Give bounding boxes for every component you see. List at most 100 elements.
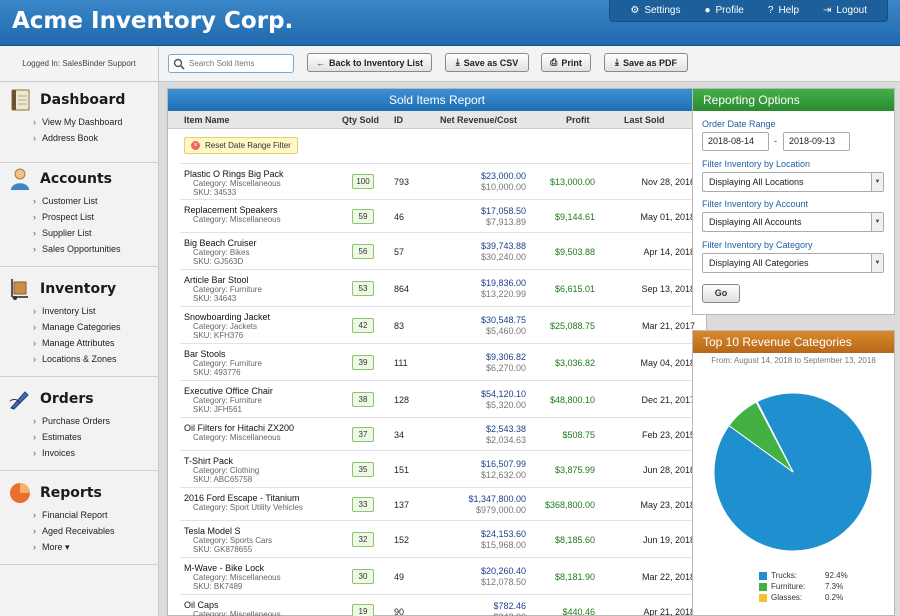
- item-id: 151: [394, 465, 410, 475]
- item-name[interactable]: Plastic O Rings Big Pack: [184, 169, 284, 179]
- help-link[interactable]: ? Help: [756, 5, 811, 16]
- sidebar-item-more[interactable]: › More ▾: [33, 539, 159, 555]
- net-cost: $2,034.63: [485, 435, 526, 445]
- table-row[interactable]: Plastic O Rings Big Pack Category: Miscel…: [180, 163, 697, 199]
- sidebar-item-manage-categories[interactable]: › Manage Categories: [33, 319, 159, 335]
- sidebar-item-inventory-list[interactable]: › Inventory List: [33, 303, 159, 319]
- sidebar-item-view-dashboard[interactable]: › View My Dashboard: [33, 114, 159, 130]
- item-sku: SKU: 34643: [193, 294, 237, 303]
- table-row[interactable]: Executive Office Chair Category: Furnitur…: [180, 380, 697, 417]
- printer-icon: ⎙: [550, 57, 558, 67]
- item-name[interactable]: Oil Caps: [184, 600, 219, 610]
- sidebar-header-reports[interactable]: Reports: [0, 479, 159, 507]
- sidebar-item-manage-attributes[interactable]: › Manage Attributes: [33, 335, 159, 351]
- profile-link[interactable]: ● Profile: [692, 5, 755, 16]
- sidebar-item-supplier-list[interactable]: › Supplier List: [33, 225, 159, 241]
- column-header-net-revenue[interactable]: Net Revenue/Cost: [440, 115, 518, 125]
- table-row[interactable]: Article Bar Stool Category: Furniture SKU:…: [180, 269, 697, 306]
- save-pdf-button[interactable]: ⤓ Save as PDF: [604, 53, 688, 72]
- item-name[interactable]: Tesla Model S: [184, 526, 241, 536]
- sidebar-item-invoices[interactable]: › Invoices: [33, 445, 159, 461]
- date-to-input[interactable]: 2018-09-13: [783, 132, 850, 151]
- search-input[interactable]: [189, 59, 289, 68]
- item-name[interactable]: Replacement Speakers: [184, 205, 278, 215]
- chevron-down-icon: ▼: [871, 173, 883, 191]
- sidebar-section-orders: Orders › Purchase Orders › Estimates › Invo…: [0, 385, 159, 471]
- go-button[interactable]: Go: [702, 284, 740, 303]
- table-row[interactable]: Snowboarding Jacket Category: Jackets SKU:…: [180, 306, 697, 343]
- sidebar-header-dashboard[interactable]: Dashboard: [0, 86, 159, 114]
- sidebar-item-estimates[interactable]: › Estimates: [33, 429, 159, 445]
- qty-sold-badge: 56: [352, 244, 374, 259]
- qty-sold-badge: 100: [352, 174, 374, 189]
- sidebar-item-customer-list[interactable]: › Customer List: [33, 193, 159, 209]
- qty-sold-badge: 30: [352, 569, 374, 584]
- item-name[interactable]: Bar Stools: [184, 349, 226, 359]
- print-button[interactable]: ⎙ Print: [541, 53, 591, 72]
- table-row[interactable]: M-Wave - Bike Lock Category: Miscellaneou…: [180, 557, 697, 594]
- table-row[interactable]: Tesla Model S Category: Sports Cars SKU: G…: [180, 520, 697, 557]
- question-icon: ?: [767, 5, 774, 16]
- table-row[interactable]: Big Beach Cruiser Category: Bikes SKU: GJ5…: [180, 232, 697, 269]
- item-name[interactable]: T-Shirt Pack: [184, 456, 234, 466]
- profit-value: $48,800.10: [549, 395, 595, 405]
- pie-slice-glasses[interactable]: [755, 400, 794, 473]
- back-to-inventory-button[interactable]: ← Back to Inventory List: [307, 53, 432, 72]
- save-csv-button[interactable]: ⤓ Save as CSV: [445, 53, 529, 72]
- sidebar-item-financial-report[interactable]: › Financial Report: [33, 507, 159, 523]
- table-row[interactable]: Oil Filters for Hitachi ZX200 Category: M…: [180, 417, 697, 450]
- sidebar-item-label: Manage Attributes: [42, 338, 115, 348]
- table-row[interactable]: Bar Stools Category: Furniture SKU: 493776…: [180, 343, 697, 380]
- sidebar-header-orders[interactable]: Orders: [0, 385, 159, 413]
- column-header-qty-sold[interactable]: Qty Sold: [342, 115, 380, 125]
- chevron-right-icon: ›: [33, 510, 36, 520]
- sidebar-header-inventory[interactable]: Inventory: [0, 275, 159, 303]
- net-cost: $7,913.89: [485, 217, 526, 227]
- sidebar-item-address-book[interactable]: › Address Book: [33, 130, 159, 146]
- legend-item: Trucks: 92.4%: [759, 570, 848, 581]
- item-name[interactable]: Snowboarding Jacket: [184, 312, 271, 322]
- table-row[interactable]: T-Shirt Pack Category: Clothing SKU: ABC65…: [180, 450, 697, 487]
- chart-legend: Trucks: 92.4% Furniture: 7.3% Glasses: 0.2%: [759, 570, 848, 603]
- settings-link[interactable]: ⚙ Settings: [618, 5, 692, 16]
- sidebar-item-prospect-list[interactable]: › Prospect List: [33, 209, 159, 225]
- sidebar-header-accounts[interactable]: Accounts: [0, 165, 159, 193]
- location-filter-select[interactable]: Displaying All Locations ▼: [702, 172, 884, 192]
- item-id: 137: [394, 500, 410, 510]
- item-id: 46: [394, 212, 405, 222]
- back-arrow-icon: ←: [315, 57, 325, 68]
- item-category: Category: Furniture: [193, 396, 262, 405]
- column-header-item-name[interactable]: Item Name: [184, 115, 230, 125]
- sidebar-item-locations-zones[interactable]: › Locations & Zones: [33, 351, 159, 367]
- chevron-right-icon: ›: [33, 448, 36, 458]
- net-revenue: $23,000.00: [480, 171, 526, 181]
- item-name[interactable]: M-Wave - Bike Lock: [184, 563, 265, 573]
- table-row[interactable]: Oil Caps Category: Miscellaneous 19 90 $782.…: [180, 594, 697, 616]
- qty-sold-badge: 38: [352, 392, 374, 407]
- account-filter-select[interactable]: Displaying All Accounts ▼: [702, 212, 884, 232]
- sidebar-item-aged-receivables[interactable]: › Aged Receivables: [33, 523, 159, 539]
- item-name[interactable]: 2016 Ford Escape - Titanium: [184, 493, 300, 503]
- logout-link[interactable]: ⇥ Logout: [811, 5, 879, 16]
- qty-sold-badge: 35: [352, 462, 374, 477]
- item-name[interactable]: Oil Filters for Hitachi ZX200: [184, 423, 295, 433]
- date-from-input[interactable]: 2018-08-14: [702, 132, 769, 151]
- legend-label: Glasses:: [771, 593, 803, 602]
- category-filter-select[interactable]: Displaying All Categories ▼: [702, 253, 884, 273]
- table-row[interactable]: 2016 Ford Escape - Titanium Category: Spo…: [180, 487, 697, 520]
- qty-sold-badge: 42: [352, 318, 374, 333]
- item-name[interactable]: Article Bar Stool: [184, 275, 249, 285]
- item-id: 83: [394, 321, 405, 331]
- table-row[interactable]: Replacement Speakers Category: Miscellane…: [180, 199, 697, 232]
- item-name[interactable]: Executive Office Chair: [184, 386, 273, 396]
- sidebar-item-purchase-orders[interactable]: › Purchase Orders: [33, 413, 159, 429]
- sidebar-item-sales-opportunities[interactable]: › Sales Opportunities: [33, 241, 159, 257]
- column-header-id[interactable]: ID: [394, 115, 403, 125]
- column-header-last-sold[interactable]: Last Sold: [624, 115, 665, 125]
- sidebar-title-orders: Orders: [40, 391, 94, 407]
- item-name[interactable]: Big Beach Cruiser: [184, 238, 257, 248]
- search-box[interactable]: [168, 54, 294, 73]
- column-header-profit[interactable]: Profit: [566, 115, 590, 125]
- profit-value: $8,185.60: [554, 535, 595, 545]
- reset-date-range-filter-button[interactable]: × Reset Date Range Filter: [184, 137, 298, 154]
